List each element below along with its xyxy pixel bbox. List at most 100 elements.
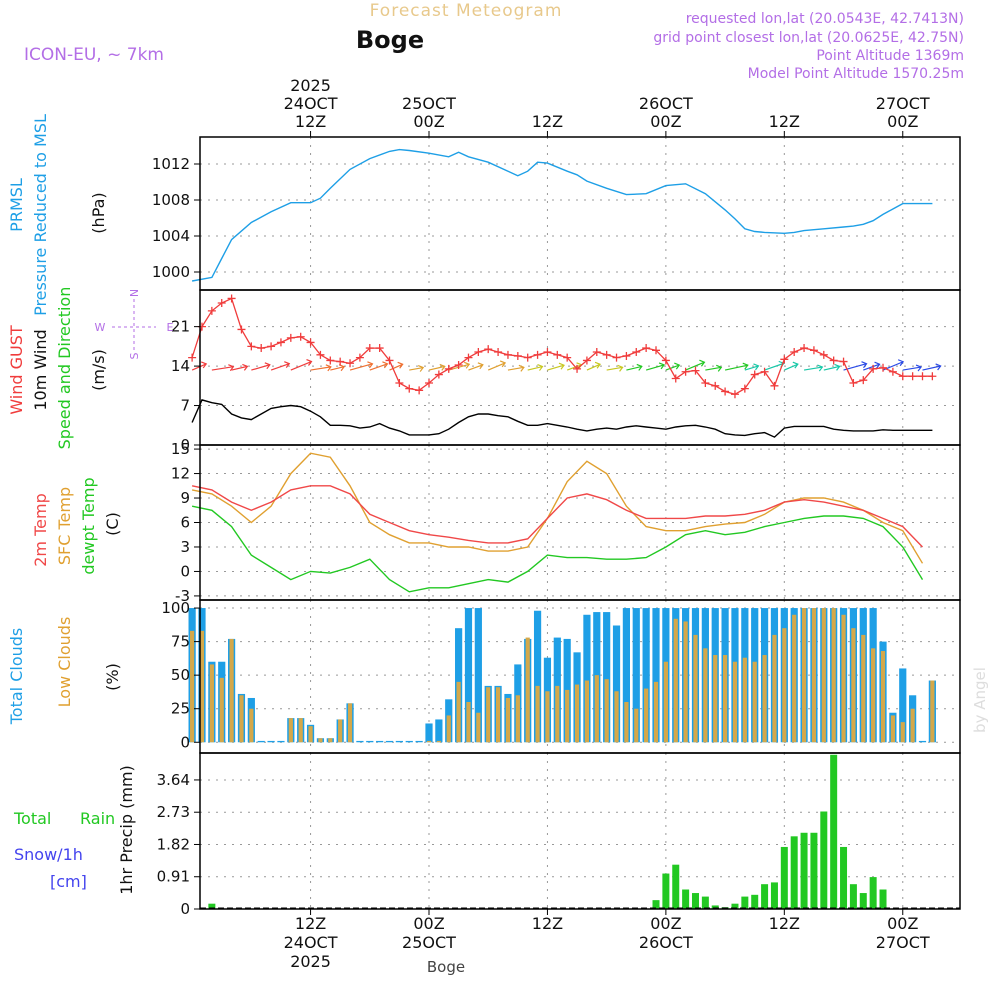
wind-arrow	[547, 364, 565, 371]
low-cloud-bar	[900, 722, 905, 743]
top-time-label: 27OCT	[876, 94, 930, 113]
total-cloud-bar	[257, 740, 265, 743]
low-cloud-bar	[456, 681, 461, 743]
pressure-unit: (hPa)	[89, 192, 108, 233]
low-cloud-bar	[703, 648, 708, 743]
gust-marker	[533, 350, 542, 359]
low-cloud-bar	[535, 685, 540, 743]
sfc-temp-line	[191, 452, 924, 564]
total-cloud-bar	[435, 719, 443, 743]
low-cloud-bar	[861, 634, 866, 743]
top-time-label: 2025	[290, 76, 331, 95]
panel-frame-pressure	[199, 136, 961, 291]
wind-arrow	[803, 366, 823, 371]
gust-marker	[849, 379, 858, 387]
low-cloud-bar	[584, 680, 590, 743]
wind-arrow-head	[699, 359, 706, 367]
low-cloud-bar	[782, 628, 787, 743]
total-cloud-bar	[612, 625, 621, 743]
gust-marker	[809, 346, 818, 355]
rain-bar	[780, 846, 788, 909]
wind-arrow	[211, 366, 234, 371]
low-cloud-bar	[644, 688, 649, 743]
low-cloud-bar	[910, 708, 915, 743]
total-cloud-bar	[603, 612, 611, 743]
rain-bar	[810, 832, 818, 909]
dewpoint-line	[191, 505, 924, 593]
rain-bar	[830, 754, 838, 909]
wind-arrow-head	[897, 359, 905, 367]
gust-marker	[869, 364, 878, 373]
low-cloud-bar	[446, 715, 451, 743]
low-cloud-bar	[574, 684, 580, 743]
wind-arrow	[507, 366, 524, 371]
gust-marker	[365, 344, 374, 353]
top-time-label: 26OCT	[639, 94, 693, 113]
gust-marker	[375, 344, 384, 353]
low-cloud-bar	[821, 608, 826, 743]
wind-arrow-head	[499, 360, 507, 368]
wind-arrow	[270, 363, 290, 371]
low-cloud-bar	[555, 685, 560, 743]
low-cloud-bar	[624, 702, 629, 743]
wind10m-line	[191, 399, 933, 438]
ytick-label: 0	[180, 900, 190, 918]
rain-bar	[691, 893, 699, 909]
top-time-label: 00Z	[650, 112, 681, 131]
gust-marker	[523, 353, 532, 362]
wind-arrow	[922, 365, 941, 371]
gust-marker	[257, 344, 266, 353]
gust-marker	[839, 357, 848, 366]
point-altitude: Point Altitude 1369m	[816, 48, 964, 64]
ytick-label: -3	[175, 587, 190, 605]
total-cloud-bar	[385, 740, 394, 743]
wind-arrow-head	[861, 361, 868, 369]
t2m-line	[191, 485, 924, 548]
low-cloud-bar	[199, 630, 205, 743]
low-cloud-bar	[466, 702, 471, 743]
low-cloud-bar	[614, 691, 619, 743]
pressure-label-short: PRMSL	[7, 178, 26, 232]
ytick-label: 1004	[152, 227, 190, 245]
gust-marker	[326, 356, 335, 365]
wind-arrow-head	[674, 362, 681, 370]
wind-arrow-head	[537, 363, 544, 371]
gust-marker	[701, 379, 710, 387]
ytick-label: 7	[180, 397, 190, 415]
top-time-label: 12Z	[532, 112, 563, 131]
requested-coords: requested lon,lat (20.0543E, 42.7413N)	[686, 11, 964, 27]
gust-marker	[267, 342, 276, 351]
gust-marker	[247, 342, 256, 351]
wind-arrow	[290, 360, 312, 371]
footer-location: Boge	[427, 958, 465, 976]
total-cloud-bar	[652, 608, 660, 743]
low-cloud-bar	[762, 655, 767, 743]
gust-label: Wind GUST	[7, 325, 26, 415]
total-cloud-bar	[267, 740, 275, 743]
bottom-time-label: 2025	[290, 952, 331, 971]
location-title: Boge	[356, 26, 424, 54]
total-cloud-bar	[899, 668, 907, 743]
wind-arrow-head	[325, 364, 332, 372]
rain-bar	[849, 884, 857, 909]
wind-arrow	[645, 364, 665, 371]
rain-bar	[701, 896, 709, 909]
total-cloud-bar	[632, 608, 640, 743]
wind-arrow	[764, 362, 784, 371]
gust-marker	[829, 356, 838, 365]
wind-arrow-head	[716, 364, 723, 372]
total-cloud-bar	[356, 740, 364, 743]
low-cloud-bar	[338, 719, 343, 743]
low-cloud-bar	[772, 634, 777, 743]
low-cloud-bar	[841, 614, 846, 743]
gust-marker	[730, 390, 739, 399]
t2m-label: 2m Temp	[31, 493, 50, 567]
low-cloud-bar	[239, 695, 244, 743]
wind-arrow-head	[382, 361, 389, 369]
bottom-time-label: 27OCT	[876, 933, 930, 952]
wind-arrow	[231, 365, 248, 371]
low-cloud-bar	[229, 638, 234, 743]
top-time-label: 00Z	[413, 112, 444, 131]
gust-marker	[819, 350, 828, 359]
